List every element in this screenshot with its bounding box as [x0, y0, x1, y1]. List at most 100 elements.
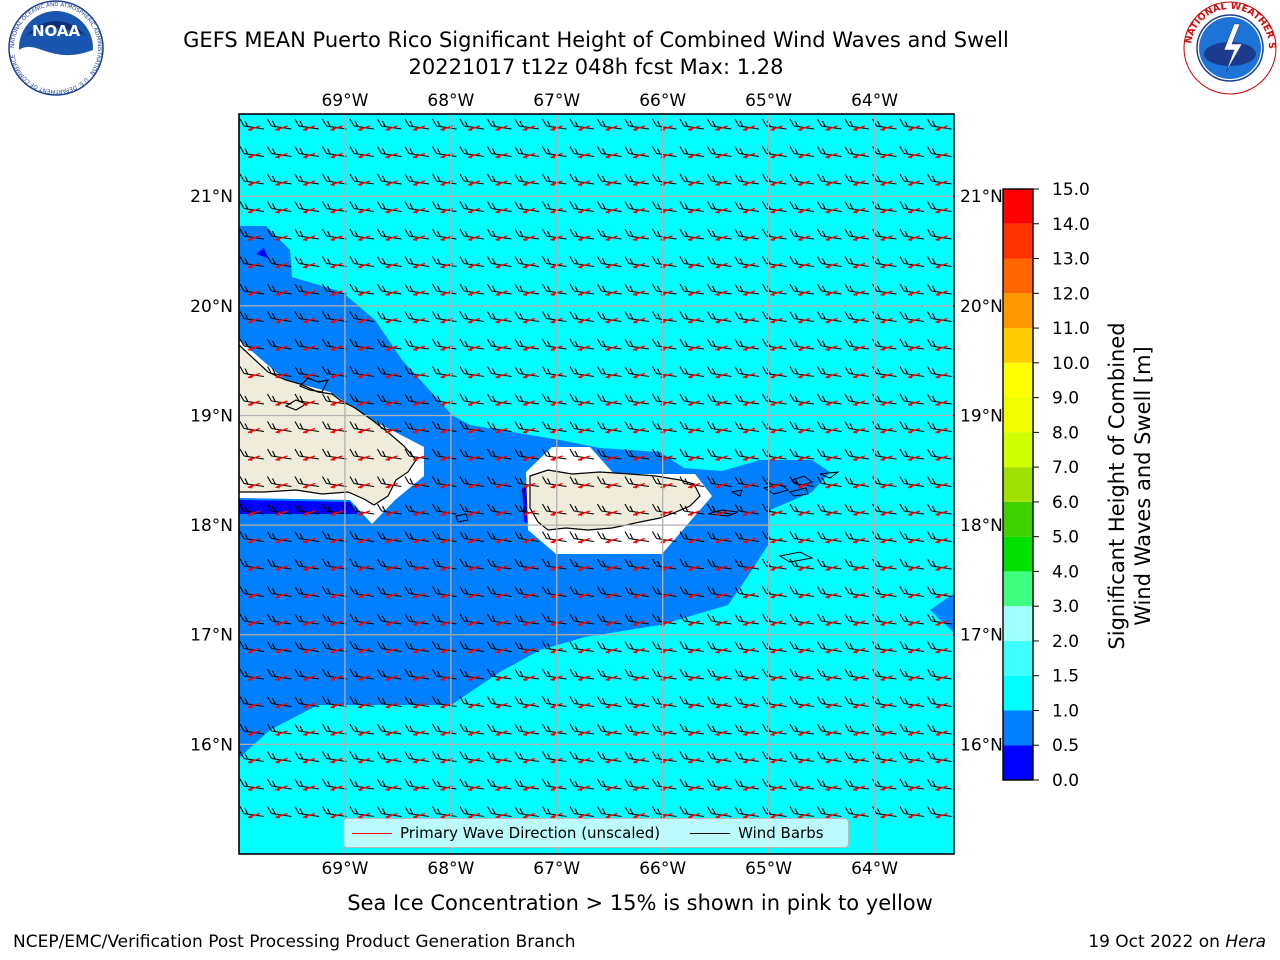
lon-tick-label-top: 65°W — [745, 91, 792, 111]
wave-direction-arrow — [687, 152, 701, 159]
wave-direction-arrow — [275, 235, 288, 241]
wave-direction-arrow — [715, 180, 728, 186]
wave-direction-arrow — [330, 262, 343, 269]
wave-direction-arrow — [797, 125, 811, 131]
wave-direction-arrow — [330, 482, 343, 489]
colorbar-tick-label: 3.0 — [1052, 597, 1079, 617]
wave-direction-arrow — [605, 235, 618, 241]
wave-direction-arrow — [605, 125, 618, 131]
wave-direction-arrow — [715, 207, 728, 214]
wave-direction-arrow — [330, 125, 343, 131]
wave-direction-arrow — [632, 125, 646, 131]
wave-direction-arrow — [302, 455, 316, 461]
wave-direction-arrow — [935, 290, 948, 296]
wave-direction-arrow — [577, 180, 591, 186]
wave-direction-arrow — [742, 427, 756, 434]
wave-direction-arrow — [715, 455, 728, 461]
wave-direction-arrow — [357, 207, 371, 214]
footer-host: Hera — [1225, 932, 1266, 952]
wave-direction-arrow — [605, 482, 618, 489]
wave-direction-arrow — [522, 235, 536, 241]
wave-direction-arrow — [770, 427, 783, 434]
wave-direction-arrow — [522, 262, 536, 269]
wave-direction-arrow — [852, 235, 866, 241]
wave-direction-arrow — [770, 372, 783, 379]
wave-direction-arrow — [825, 372, 838, 379]
wave-direction-arrow — [770, 262, 783, 269]
wave-direction-arrow — [385, 262, 398, 269]
wave-direction-arrow — [907, 262, 921, 269]
wave-direction-arrow — [302, 345, 316, 351]
colorbar-segment — [1003, 432, 1033, 468]
wave-direction-arrow — [275, 455, 288, 461]
colorbar-segment — [1003, 223, 1033, 259]
wave-direction-arrow — [330, 372, 343, 379]
wave-direction-arrow — [522, 207, 536, 214]
wave-direction-arrow — [687, 262, 701, 269]
colorbar-tick-label: 9.0 — [1052, 389, 1079, 409]
legend-item-wave-direction: Primary Wave Direction (unscaled) — [344, 824, 660, 842]
wave-direction-arrow — [770, 455, 783, 461]
wave-direction-arrow — [302, 427, 316, 434]
wave-direction-arrow — [357, 317, 371, 324]
wave-direction-arrow — [412, 400, 426, 406]
wave-direction-arrow — [302, 290, 316, 296]
wave-direction-arrow — [357, 235, 371, 241]
wave-direction-arrow — [880, 152, 893, 159]
wave-direction-arrow — [467, 372, 481, 379]
wave-direction-arrow — [247, 455, 261, 461]
wave-direction-arrow — [275, 317, 288, 324]
lat-tick-label-left: 16°N — [190, 735, 233, 755]
wave-direction-arrow — [632, 152, 646, 159]
wave-direction-arrow — [330, 152, 343, 159]
wave-direction-arrow — [742, 235, 756, 241]
wave-direction-arrow — [907, 400, 921, 406]
wave-direction-arrow — [577, 345, 591, 351]
wave-direction-arrow — [412, 427, 426, 434]
wave-direction-arrow — [797, 400, 811, 406]
wave-direction-arrow — [247, 152, 261, 159]
wave-direction-arrow — [467, 290, 481, 296]
colorbar-tick-label: 8.0 — [1052, 423, 1079, 443]
wave-direction-arrow — [742, 345, 756, 351]
wave-direction-arrow — [880, 345, 893, 351]
wave-direction-arrow — [605, 345, 618, 351]
wave-direction-arrow — [825, 262, 838, 269]
wave-direction-arrow — [412, 262, 426, 269]
wave-direction-arrow — [247, 372, 261, 379]
lat-tick-label-left: 19°N — [190, 406, 233, 426]
wave-direction-arrow — [715, 262, 728, 269]
wave-direction-arrow — [247, 262, 261, 269]
colorbar-segment — [1003, 501, 1033, 537]
wave-direction-arrow — [825, 400, 838, 406]
lon-tick-label-bottom: 68°W — [427, 859, 474, 879]
wave-direction-arrow — [467, 455, 481, 461]
wave-direction-arrow — [907, 317, 921, 324]
wave-direction-arrow — [577, 262, 591, 269]
wave-direction-arrow — [825, 317, 838, 324]
wave-direction-arrow — [880, 427, 893, 434]
lat-tick-label-right: 21°N — [960, 187, 1003, 207]
wave-direction-arrow — [577, 125, 591, 131]
chart-title: GEFS MEAN Puerto Rico Significant Height… — [183, 28, 1009, 52]
wave-direction-arrow — [330, 180, 343, 186]
wave-direction-arrow — [495, 317, 508, 324]
wave-direction-arrow — [935, 180, 948, 186]
wave-direction-arrow — [330, 455, 343, 461]
wave-direction-arrow — [715, 372, 728, 379]
wave-direction-arrow — [467, 400, 481, 406]
wave-direction-arrow — [880, 207, 893, 214]
colorbar-tick-label: 4.0 — [1052, 562, 1079, 582]
wave-direction-arrow — [605, 207, 618, 214]
wave-direction-arrow — [495, 455, 508, 461]
wave-direction-arrow — [770, 400, 783, 406]
wave-direction-arrow — [880, 400, 893, 406]
wave-direction-arrow — [357, 400, 371, 406]
wave-direction-arrow — [577, 372, 591, 379]
colorbar-tick-label: 14.0 — [1052, 215, 1090, 235]
wave-direction-arrow — [797, 482, 811, 489]
wave-direction-arrow — [632, 400, 646, 406]
wave-direction-arrow — [247, 400, 261, 406]
wave-direction-arrow — [907, 290, 921, 296]
wave-direction-arrow — [577, 400, 591, 406]
